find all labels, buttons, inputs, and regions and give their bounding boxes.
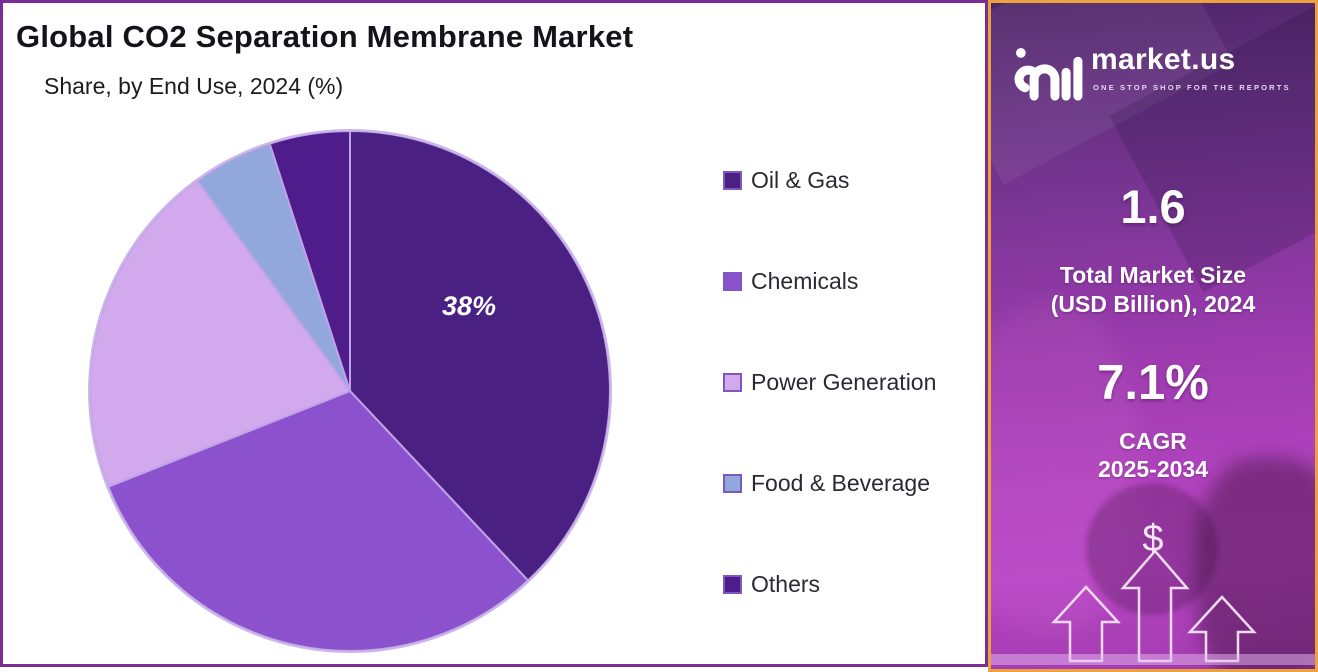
legend-swatch-chemicals: [723, 272, 742, 291]
brand-sidebar: market.us ONE STOP SHOP FOR THE REPORTS …: [988, 0, 1318, 672]
market-size-label-line2: (USD Billion), 2024: [1050, 291, 1256, 317]
cagr-label-line1: CAGR: [1119, 428, 1187, 454]
chart-subtitle: Share, by End Use, 2024 (%): [44, 73, 344, 99]
chart-panel: Global CO2 Separation Membrane Market Sh…: [0, 0, 988, 667]
marketus-logo-icon: [1014, 48, 1083, 101]
legend-label: Others: [751, 571, 821, 597]
market-size-label-line1: Total Market Size: [1059, 262, 1247, 288]
pie-slice-value-label: 38%: [441, 291, 497, 321]
legend-swatch-power-generation: [723, 373, 742, 392]
pie-slice-chemicals: [107, 389, 530, 652]
pie-slice-oil-gas: [349, 129, 611, 582]
legend-item-chemicals: Chemicals: [723, 268, 936, 295]
legend-item-oil-gas: Oil & Gas: [723, 167, 936, 194]
cagr-value: 7.1%: [1097, 356, 1209, 410]
growth-arrow-left: [1051, 585, 1121, 663]
market-size-label: Total Market Size (USD Billion), 2024: [991, 261, 1315, 319]
brand-tagline: ONE STOP SHOP FOR THE REPORTS: [1093, 83, 1291, 92]
cagr-label: CAGR 2025-2034: [991, 427, 1315, 483]
page-title: Global CO2 Separation Membrane Market: [16, 19, 634, 54]
pie-chart: [88, 129, 612, 653]
legend-label: Oil & Gas: [751, 167, 850, 193]
legend-label: Food & Beverage: [751, 470, 931, 496]
legend-label: Power Generation: [751, 369, 937, 395]
legend-swatch-others: [723, 575, 742, 594]
market-size-value: 1.6: [1120, 180, 1186, 233]
legend-item-others: Others: [723, 571, 936, 598]
legend-label: Chemicals: [751, 268, 859, 294]
brand-logo: market.us ONE STOP SHOP FOR THE REPORTS: [1011, 37, 1301, 112]
legend-swatch-oil-gas: [723, 171, 742, 190]
chart-legend: Oil & Gas Chemicals Power Generation Foo…: [723, 167, 936, 598]
legend-item-power-generation: Power Generation: [723, 369, 936, 396]
cagr-label-line2: 2025-2034: [1098, 456, 1208, 482]
brand-name: market.us: [1091, 43, 1236, 76]
growth-arrow-middle: [1120, 549, 1190, 663]
growth-arrow-right: [1187, 595, 1257, 663]
growth-arrows-icon: [1051, 549, 1257, 663]
pie-outline: [88, 129, 612, 653]
legend-item-food-beverage: Food & Beverage: [723, 470, 936, 497]
legend-swatch-food-beverage: [723, 474, 742, 493]
dollar-icon: $: [1142, 518, 1164, 560]
pie-slice-power-generation: [89, 179, 352, 488]
